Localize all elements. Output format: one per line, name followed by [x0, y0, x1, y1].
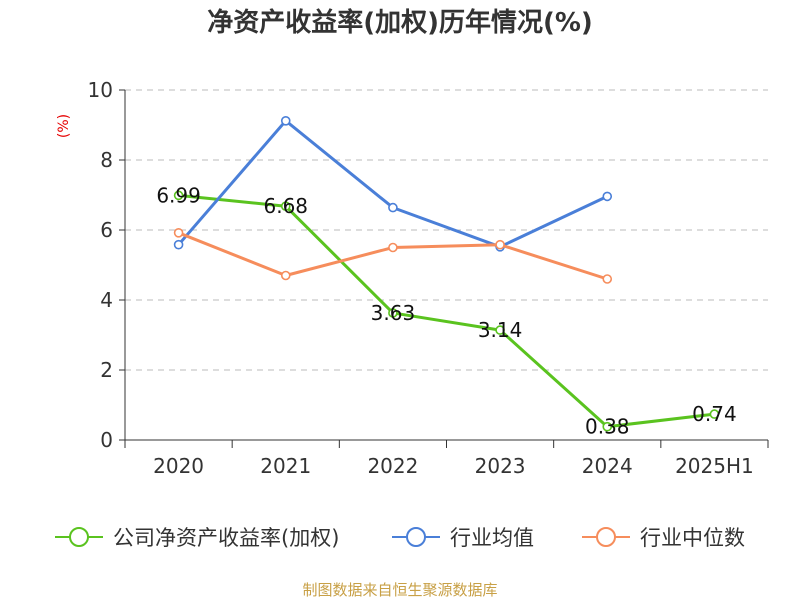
- data-point: [388, 202, 398, 213]
- data-point: [602, 274, 613, 284]
- data-point: [602, 421, 613, 432]
- data-point: [388, 242, 398, 253]
- data-point: [495, 239, 505, 250]
- y-tick-label: 0: [100, 428, 113, 452]
- x-tick-label: 2020: [153, 454, 204, 478]
- x-tick-label: 2023: [475, 454, 526, 478]
- data-point: [602, 191, 613, 202]
- series-line-1: [177, 119, 609, 249]
- data-point: [388, 308, 398, 318]
- axis-layer: 0 2 4 6 8 10 2020 2021 2022 2023 2024 2025H1: [88, 78, 769, 478]
- series-line-2: [177, 231, 609, 281]
- data-point: [173, 239, 184, 250]
- legend-circle-icon: [406, 527, 426, 547]
- x-tick-label: 2021: [260, 454, 311, 478]
- source-note: 制图数据来自恒生聚源数据库: [302, 581, 497, 599]
- y-axis-unit-label: (%): [56, 114, 72, 138]
- data-point: [280, 270, 291, 281]
- x-tick-label: 2022: [367, 454, 418, 478]
- data-point: [173, 228, 184, 238]
- legend-circle-icon: [596, 527, 616, 547]
- legend-item: 公司净资产收益率(加权): [55, 526, 339, 550]
- y-tick-label: 6: [100, 218, 113, 242]
- series-layer: [173, 116, 720, 432]
- grid-layer: [125, 89, 768, 371]
- legend-label: 公司净资产收益率(加权): [113, 526, 339, 550]
- data-label: 3.63: [371, 301, 416, 325]
- data-point: [495, 325, 505, 335]
- data-point: [280, 116, 291, 126]
- y-tick-label: 10: [88, 78, 113, 102]
- chart-title: 净资产收益率(加权)历年情况(%): [207, 7, 593, 38]
- y-tick-label: 8: [100, 148, 113, 172]
- legend-circle-icon: [69, 527, 89, 547]
- legend-label: 行业中位数: [640, 526, 745, 550]
- y-tick-label: 2: [100, 358, 113, 382]
- series-line-0: [177, 193, 716, 429]
- data-point: [173, 190, 184, 201]
- legend-item: 行业均值: [392, 526, 534, 550]
- data-label-layer: 6.99 6.68 3.63 3.14 0.38 0.74: [156, 183, 736, 438]
- data-label: 3.14: [478, 318, 523, 342]
- data-point: [709, 409, 720, 419]
- data-label: 0.74: [692, 402, 737, 426]
- legend-label: 行业均值: [450, 526, 534, 550]
- y-tick-label: 4: [100, 288, 113, 312]
- legend: 公司净资产收益率(加权) 行业均值 行业中位数: [55, 526, 745, 550]
- legend-item: 行业中位数: [582, 526, 745, 550]
- x-tick-label: 2025H1: [675, 454, 754, 478]
- data-label: 6.99: [156, 183, 201, 207]
- x-tick-label: 2024: [582, 454, 633, 478]
- data-label: 6.68: [263, 194, 308, 218]
- data-point: [280, 201, 291, 211]
- data-label: 0.38: [585, 415, 630, 439]
